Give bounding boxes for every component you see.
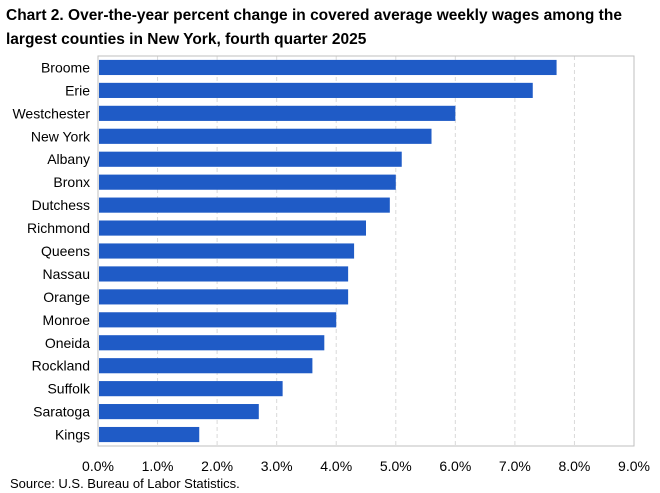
bar-bronx — [99, 174, 396, 190]
bar-new-york — [99, 128, 432, 144]
category-label: Dutchess — [32, 197, 90, 213]
category-label: Broome — [41, 59, 90, 75]
category-label: Suffolk — [47, 381, 91, 397]
bars — [99, 59, 557, 443]
category-label: Albany — [47, 151, 90, 167]
x-axis-tick-labels: 0.0% 1.0% 2.0% 3.0% 4.0% 5.0% 6.0% 7.0% 8.0% 9.0% — [82, 458, 650, 474]
category-label: Orange — [43, 289, 90, 305]
bar-nassau — [99, 266, 349, 282]
chart-title: Chart 2. Over-the-year percent change in… — [6, 7, 622, 48]
category-label: Saratoga — [33, 404, 90, 420]
category-label: Rockland — [32, 358, 90, 374]
category-label: Kings — [55, 427, 90, 443]
bar-queens — [99, 243, 355, 259]
source-note: Source: U.S. Bureau of Labor Statistics. — [10, 476, 240, 491]
category-labels: Broome Erie Westchester New York Albany Bronx… — [12, 59, 91, 442]
plot-frame — [97, 55, 635, 447]
x-tick-label: 4.0% — [320, 458, 352, 474]
bar-rockland — [99, 358, 313, 374]
x-tick-label: 6.0% — [439, 458, 471, 474]
bar-suffolk — [99, 381, 283, 397]
category-label: Monroe — [43, 312, 91, 328]
gridlines — [157, 56, 575, 446]
bar-kings — [99, 426, 200, 443]
x-tick-label: 5.0% — [380, 458, 412, 474]
x-tick-label: 0.0% — [82, 458, 114, 474]
bar-orange — [99, 289, 349, 305]
category-label: Nassau — [43, 266, 90, 282]
bar-westchester — [99, 105, 456, 121]
bar-richmond — [99, 220, 366, 236]
category-label: New York — [31, 128, 91, 144]
bar-monroe — [99, 312, 337, 328]
x-tick-label: 7.0% — [499, 458, 531, 474]
category-label: Queens — [41, 243, 90, 259]
bar-saratoga — [99, 404, 259, 420]
category-label: Oneida — [45, 335, 90, 351]
bar-oneida — [99, 335, 325, 351]
bar-dutchess — [99, 197, 390, 213]
x-tick-label: 3.0% — [261, 458, 293, 474]
category-label: Richmond — [27, 220, 90, 236]
category-label: Westchester — [12, 105, 90, 121]
bar-broome — [99, 59, 557, 76]
category-label: Erie — [65, 82, 90, 98]
x-tick-label: 2.0% — [201, 458, 233, 474]
category-label: Bronx — [53, 174, 90, 190]
bar-albany — [99, 151, 402, 167]
x-tick-label: 1.0% — [142, 458, 174, 474]
bar-erie — [99, 82, 533, 98]
x-tick-label: 8.0% — [558, 458, 590, 474]
x-tick-label: 9.0% — [618, 458, 650, 474]
